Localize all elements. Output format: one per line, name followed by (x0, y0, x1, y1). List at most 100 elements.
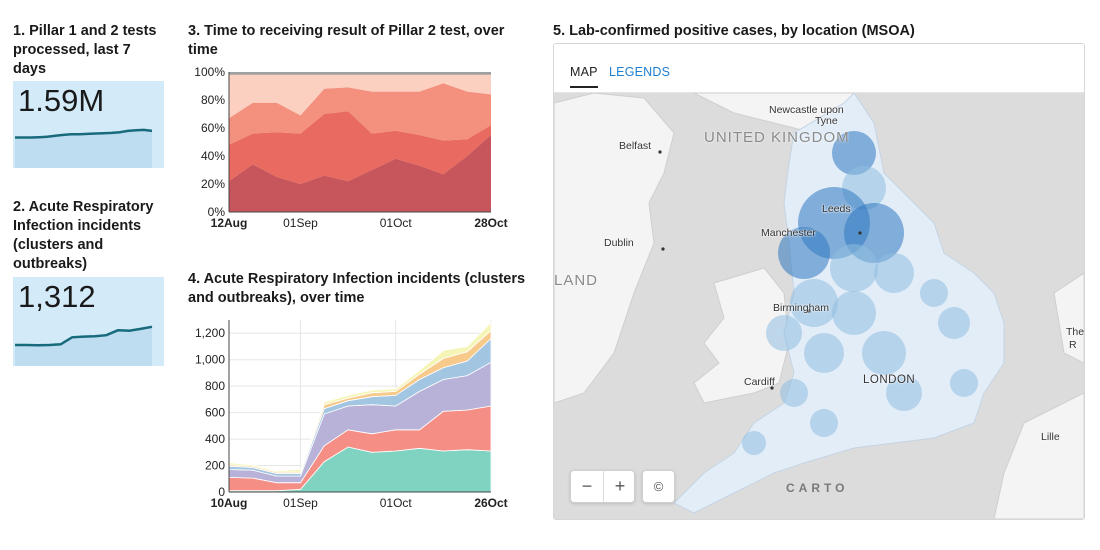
chart-title-ari-incidents-line: 4. Acute Respiratory Infection incidents… (188, 271, 526, 287)
city-dot (658, 150, 662, 154)
label-lille: Lille (1041, 431, 1060, 443)
attribution-button[interactable]: © (642, 470, 675, 503)
area-series-4[interactable] (229, 72, 491, 75)
x-tick-label: 12Aug (211, 216, 248, 230)
case-density-region (938, 307, 970, 339)
zoom-control: − + (570, 470, 635, 503)
kpi-title-incidents-line: (clusters and (13, 237, 104, 253)
y-tick-label: 1,000 (195, 353, 225, 367)
y-tick-label: 100% (194, 65, 225, 79)
sparkline-tests (15, 128, 153, 168)
label-birmingham: Birmingham (773, 302, 830, 314)
sparkline-tests-line (15, 128, 153, 139)
kpi-title-tests-line: days (13, 61, 47, 77)
zoom-out-button[interactable]: − (581, 476, 593, 496)
city-dot (770, 386, 774, 390)
case-density-region (920, 279, 948, 307)
y-tick-label: 20% (201, 177, 225, 191)
kpi-title-incidents-line: Infection incidents (13, 218, 142, 234)
area-series-3[interactable] (229, 74, 491, 119)
label-r: R (1069, 339, 1077, 351)
sparkline-incidents-area (15, 326, 152, 366)
map-svg (554, 93, 1084, 519)
city-dot (661, 247, 665, 251)
y-tick-label: 40% (201, 149, 225, 163)
label-newcastle-line: Newcastle upon (769, 104, 844, 116)
y-tick-label: 400 (205, 432, 225, 446)
y-tick-label: 200 (205, 459, 225, 473)
y-tick-label: 800 (205, 379, 225, 393)
zoom-in-button[interactable]: + (614, 476, 626, 496)
x-tick-label: 28Oct (474, 216, 507, 230)
label-newcastle: Newcastle upon Tyne (769, 105, 844, 127)
label-newcastle-line: Tyne (814, 115, 838, 127)
kpi-title-tests-line: processed, last 7 (13, 42, 131, 58)
case-density-region (874, 253, 914, 293)
x-tick-label: 01Oct (380, 496, 413, 510)
kpi-title-incidents: 2. Acute Respiratory Infection incidents… (13, 198, 173, 274)
kpi-card-tests[interactable]: 1.59M (13, 81, 164, 168)
case-density-region (742, 431, 766, 455)
city-dot (858, 231, 862, 235)
carto-logo: CARTO (786, 481, 849, 495)
tab-map[interactable]: MAP (570, 65, 598, 88)
area-series-1[interactable] (229, 111, 491, 184)
kpi-title-tests: 1. Pillar 1 and 2 tests processed, last … (13, 22, 173, 79)
y-tick-label: 0 (218, 485, 225, 499)
land-ireland (554, 93, 675, 404)
label-leeds: Leeds (822, 203, 851, 215)
area-series-5[interactable] (228, 321, 492, 473)
chart-title-ari-incidents-line: and outbreaks), over time (188, 290, 365, 306)
area-series-2[interactable] (229, 83, 491, 145)
y-tick-label: 80% (201, 93, 225, 107)
y-tick-label: 600 (205, 406, 225, 420)
y-tick-label: 0% (208, 205, 226, 219)
land-france (993, 392, 1084, 519)
x-tick-label: 01Sep (283, 216, 318, 230)
case-density-region (862, 331, 906, 375)
y-tick-label: 1,200 (195, 326, 225, 340)
case-density-region (810, 409, 838, 437)
kpi-card-incidents[interactable]: 1,312 (13, 277, 164, 366)
label-cardiff: Cardiff (744, 376, 775, 388)
chart-title-ari-incidents: 4. Acute Respiratory Infection incidents… (188, 270, 533, 308)
city-dot (807, 309, 811, 313)
chart-title-test-time-line: time (188, 42, 218, 58)
tab-legends[interactable]: LEGENDS (609, 65, 671, 79)
label-dublin: Dublin (604, 237, 634, 249)
label-london: LONDON (863, 374, 916, 386)
sparkline-incidents (15, 325, 153, 366)
case-density-region (886, 375, 922, 411)
map-canvas[interactable]: Newcastle upon Tyne UNITED KINGDOM Belfa… (554, 93, 1084, 519)
case-density-region (780, 379, 808, 407)
chart-ari-incidents[interactable]: 0 200 400 600 800 1,000 1,200 10Aug 01Sep 01Oct 26… (188, 316, 518, 512)
sparkline-tests-area (15, 129, 152, 168)
label-manchester: Manchester (761, 227, 816, 239)
label-land: LAND (554, 272, 599, 289)
case-density-region (790, 279, 838, 327)
x-tick-label: 01Oct (380, 216, 413, 230)
x-tick-label: 26Oct (474, 496, 507, 510)
map-panel: MAP LEGENDS Newcastle upon Tyne UNITED K… (553, 43, 1085, 520)
land-netherlands (1053, 272, 1084, 364)
case-density-region (832, 131, 876, 175)
case-density-region (830, 244, 878, 292)
chart-title-test-time-line: 3. Time to receiving result of Pillar 2 … (188, 23, 505, 39)
label-uk: UNITED KINGDOM (704, 129, 850, 146)
kpi-title-incidents-line: 2. Acute Respiratory (13, 199, 154, 215)
kpi-value-tests: 1.59M (18, 83, 105, 118)
kpi-value-incidents: 1,312 (18, 279, 96, 314)
map-tabbar: MAP LEGENDS (554, 44, 1084, 93)
case-density-region (766, 315, 802, 351)
x-tick-label: 01Sep (283, 496, 318, 510)
kpi-title-tests-line: 1. Pillar 1 and 2 tests (13, 23, 157, 39)
kpi-title-incidents-line: outbreaks) (13, 256, 88, 272)
chart-title-test-time: 3. Time to receiving result of Pillar 2 … (188, 22, 518, 60)
case-density-region (778, 227, 830, 279)
case-density-region (832, 291, 876, 335)
chart-test-time[interactable]: 0% 20% 40% 60% 80% 100% 12Aug 01Sep 01Oct 28Oct (188, 62, 518, 234)
label-belfast: Belfast (619, 140, 652, 152)
area-series-0[interactable] (229, 135, 491, 212)
label-the: The (1066, 326, 1085, 338)
y-tick-label: 60% (201, 121, 225, 135)
